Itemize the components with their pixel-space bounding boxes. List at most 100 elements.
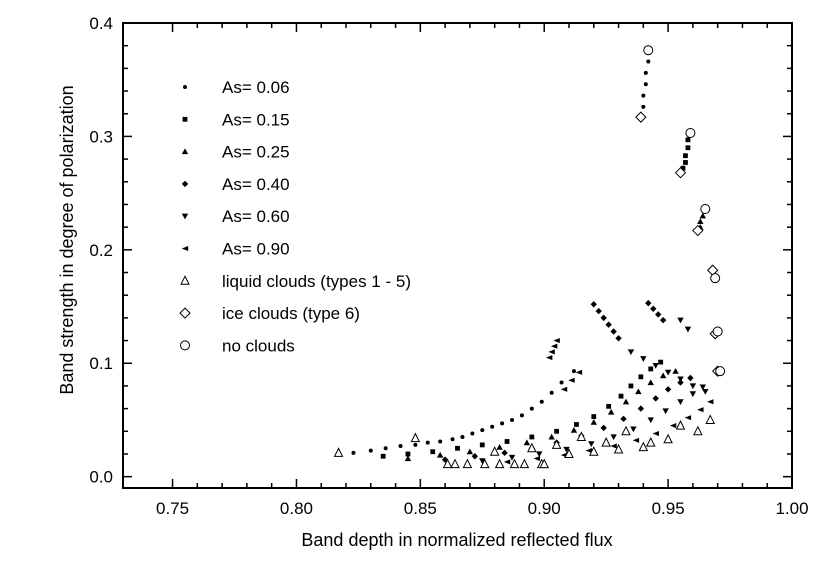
- data-point: [622, 398, 630, 405]
- liquid-cloud-point: [333, 447, 344, 457]
- data-point: [595, 307, 602, 315]
- data-point: [590, 301, 597, 308]
- x-tick-label: 0.95: [652, 499, 685, 518]
- data-point: [563, 446, 570, 453]
- data-point: [689, 391, 697, 398]
- data-point: [685, 145, 691, 151]
- data-point: [677, 399, 684, 406]
- data-point: [548, 349, 555, 355]
- series-1: [351, 48, 651, 455]
- liquid-cloud-point: [551, 439, 562, 449]
- legend-label: As= 0.60: [222, 207, 290, 226]
- data-point: [508, 454, 516, 461]
- liquid-cloud-point: [645, 437, 656, 447]
- liquid-clouds-points: [333, 414, 716, 469]
- legend-item: As= 0.25: [181, 143, 290, 162]
- data-point: [383, 446, 388, 451]
- data-point: [501, 449, 508, 457]
- data-point: [630, 426, 637, 433]
- data-point: [568, 377, 575, 383]
- no-cloud-point: [712, 326, 723, 337]
- data-point: [697, 218, 704, 225]
- liquid-cloud-point: [527, 442, 537, 453]
- data-point: [655, 311, 662, 318]
- data-point: [680, 165, 686, 171]
- data-point: [635, 388, 642, 395]
- data-point: [684, 326, 692, 333]
- plot-frame: [122, 22, 793, 489]
- data-point: [405, 451, 411, 457]
- data-point: [607, 408, 615, 415]
- series-2: [380, 137, 691, 459]
- no-cloud-point: [685, 128, 696, 139]
- data-point: [683, 153, 688, 159]
- no-cloud-point: [643, 45, 654, 56]
- data-point: [664, 369, 672, 376]
- data-point: [652, 362, 659, 369]
- legend-label: As= 0.40: [222, 175, 290, 194]
- y-tick-label: 0.1: [89, 354, 113, 373]
- data-point: [640, 356, 647, 362]
- data-point: [591, 414, 597, 419]
- data-point: [652, 431, 659, 437]
- data-point: [620, 415, 627, 423]
- data-point: [677, 376, 684, 383]
- legend-item: As= 0.60: [181, 207, 290, 226]
- legend-marker: [180, 275, 190, 285]
- data-point: [647, 417, 654, 424]
- data-point: [590, 419, 597, 425]
- data-point: [368, 448, 373, 453]
- data-point: [398, 444, 403, 449]
- data-point: [550, 343, 558, 349]
- liquid-cloud-point: [613, 443, 624, 454]
- legend: As= 0.06 As= 0.15 As= 0.25 As= 0.40 As= 0.60…: [179, 78, 411, 355]
- data-point: [610, 434, 617, 441]
- liquid-cloud-point: [462, 458, 473, 469]
- legend-item: As= 0.40: [181, 175, 290, 194]
- data-point: [689, 383, 697, 390]
- data-point: [545, 355, 553, 361]
- data-point: [450, 437, 455, 442]
- data-points: [333, 45, 726, 469]
- y-tick-label: 0.4: [89, 14, 113, 33]
- data-point: [697, 407, 704, 413]
- data-point: [571, 369, 576, 374]
- data-point: [650, 305, 657, 313]
- no-cloud-point: [710, 273, 721, 284]
- ice-cloud-point: [635, 111, 647, 123]
- no-clouds-points: [643, 45, 726, 377]
- legend-marker: [182, 116, 188, 122]
- liquid-cloud-point: [638, 441, 649, 452]
- liquid-cloud-point: [675, 420, 686, 430]
- data-point: [647, 379, 654, 386]
- data-point: [438, 439, 443, 444]
- liquid-cloud-point: [450, 458, 460, 469]
- data-point: [575, 369, 583, 375]
- legend-marker: [181, 213, 189, 220]
- data-point: [627, 349, 635, 356]
- data-point: [351, 450, 356, 455]
- liquid-cloud-point: [494, 458, 505, 469]
- legend-marker: [183, 85, 187, 89]
- data-point: [618, 393, 624, 399]
- liquid-cloud-point: [705, 414, 716, 424]
- legend-marker: [180, 340, 190, 351]
- data-point: [600, 314, 607, 322]
- no-cloud-point: [700, 204, 711, 214]
- liquid-cloud-point: [663, 433, 673, 444]
- legend-label: As= 0.06: [222, 78, 290, 97]
- data-point: [425, 440, 430, 445]
- legend-item: liquid clouds (types 1 - 5): [180, 272, 411, 291]
- x-axis-title: Band depth in normalized reflected flux: [301, 530, 612, 550]
- y-axis-title: Band strength in degree of polarization: [57, 85, 77, 394]
- data-point: [658, 359, 664, 365]
- data-point: [632, 437, 640, 443]
- data-point: [643, 70, 648, 75]
- data-point: [436, 451, 444, 458]
- data-point: [588, 441, 595, 447]
- liquid-cloud-point: [489, 446, 500, 456]
- data-point: [570, 426, 578, 433]
- data-point: [648, 366, 654, 372]
- data-point: [610, 443, 617, 449]
